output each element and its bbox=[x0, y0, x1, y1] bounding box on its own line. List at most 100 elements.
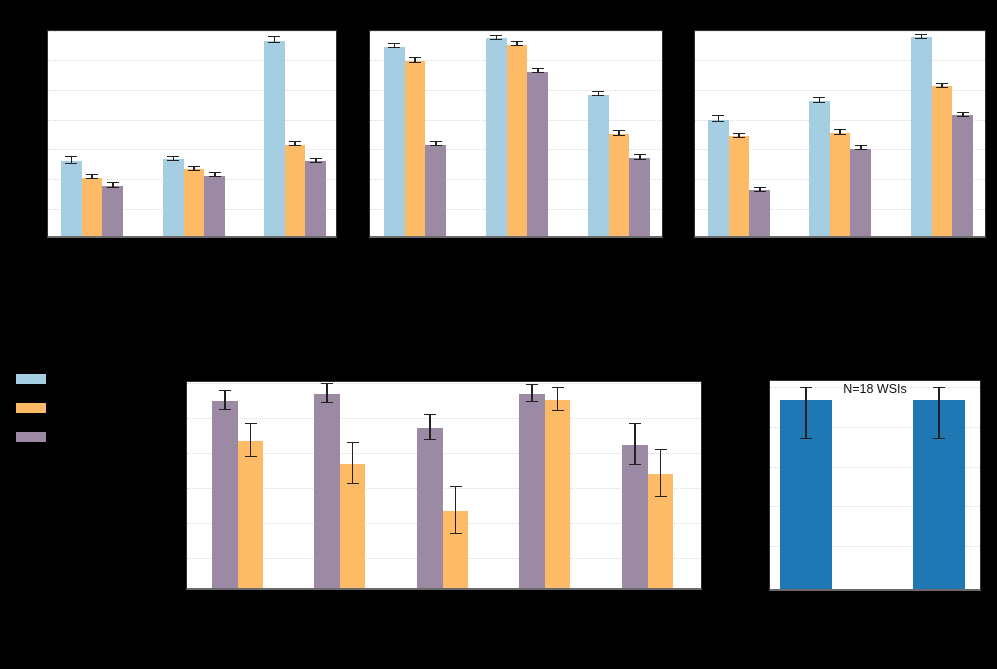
error-bar bbox=[551, 387, 564, 412]
gridline bbox=[187, 452, 701, 454]
bar-lightblue-group-3 bbox=[911, 37, 932, 236]
error-bar bbox=[834, 129, 846, 135]
error-bar bbox=[511, 41, 523, 46]
error-bar bbox=[854, 145, 867, 151]
error-bar bbox=[531, 68, 544, 74]
bar-lightblue-group-1 bbox=[384, 46, 405, 236]
gridline bbox=[770, 427, 980, 428]
error-bar bbox=[106, 182, 119, 188]
gridline bbox=[695, 119, 985, 121]
panel-annotation: N=18 WSIs bbox=[843, 382, 907, 396]
bar-purple-group-5 bbox=[622, 444, 648, 588]
gridline bbox=[695, 60, 985, 62]
legend-swatch-orange bbox=[16, 403, 46, 413]
bar-purple-group-3 bbox=[952, 115, 974, 236]
error-bar bbox=[613, 130, 625, 136]
bar-purple-group-1 bbox=[212, 400, 238, 588]
chart-panel-top-middle bbox=[369, 30, 663, 238]
error-bar bbox=[208, 172, 221, 178]
bar-orange-group-1 bbox=[728, 136, 750, 236]
legend bbox=[16, 374, 136, 454]
bar-lightblue-group-3 bbox=[264, 40, 285, 236]
error-bar bbox=[244, 422, 257, 457]
bar-orange-group-1 bbox=[404, 61, 426, 236]
gridline bbox=[48, 149, 336, 151]
chart-panel-bottom-right: N=18 WSIs bbox=[769, 380, 981, 591]
bar-orange-group-3 bbox=[284, 144, 306, 236]
gridline bbox=[48, 60, 336, 62]
gridline bbox=[770, 506, 980, 508]
error-bar bbox=[429, 140, 442, 147]
bar-purple-group-4 bbox=[519, 394, 545, 588]
error-bar bbox=[218, 389, 231, 410]
legend-swatch-purple bbox=[16, 432, 46, 442]
bar-orange-group-1 bbox=[81, 177, 103, 236]
bar-orange-group-2 bbox=[183, 169, 205, 236]
bar-purple-group-1 bbox=[102, 186, 124, 236]
gridline bbox=[770, 546, 980, 548]
error-bar bbox=[449, 485, 462, 534]
bar-purple-group-2 bbox=[850, 148, 872, 236]
error-bar bbox=[346, 441, 359, 484]
gridline bbox=[48, 30, 336, 32]
error-bar bbox=[86, 174, 99, 180]
bar-orange-group-2 bbox=[829, 133, 851, 236]
error-bar bbox=[733, 132, 746, 138]
error-bar bbox=[268, 35, 281, 44]
error-bar bbox=[320, 383, 333, 403]
bar-purple-group-2 bbox=[314, 394, 340, 588]
bar-purple-group-3 bbox=[305, 161, 327, 236]
gridline bbox=[695, 30, 985, 32]
gridline bbox=[187, 417, 701, 419]
gridline bbox=[48, 89, 336, 91]
error-bar bbox=[65, 156, 78, 165]
error-bar bbox=[289, 141, 301, 146]
bar-lightblue-group-1 bbox=[708, 119, 729, 236]
bar-purple-group-1 bbox=[749, 190, 771, 236]
error-bar bbox=[409, 57, 422, 64]
gridline bbox=[187, 487, 701, 489]
error-bar bbox=[915, 34, 928, 39]
bar-orange-group-4 bbox=[544, 400, 571, 588]
legend-swatch-lightblue bbox=[16, 374, 46, 384]
error-bar bbox=[956, 111, 969, 117]
error-bar bbox=[309, 157, 322, 163]
error-bar bbox=[188, 166, 200, 171]
bar-lightblue-group-1 bbox=[61, 161, 82, 236]
bar-orange-group-3 bbox=[608, 134, 630, 236]
bar-lightblue-group-2 bbox=[486, 38, 507, 236]
chart-panel-top-left bbox=[47, 30, 337, 238]
bar-purple-group-3 bbox=[629, 158, 651, 236]
bar-orange-group-2 bbox=[339, 463, 366, 588]
gridline bbox=[770, 467, 980, 469]
error-bar bbox=[167, 155, 180, 161]
gridline bbox=[370, 30, 662, 32]
gridline bbox=[187, 382, 701, 384]
error-bar bbox=[933, 386, 945, 439]
error-bar bbox=[592, 90, 605, 97]
error-bar bbox=[388, 43, 401, 49]
error-bar bbox=[525, 384, 538, 402]
bar-orange-group-3 bbox=[931, 86, 953, 236]
error-bar bbox=[936, 82, 948, 88]
bar-lightblue-group-3 bbox=[588, 94, 609, 236]
error-bar bbox=[423, 414, 436, 440]
bar-purple-group-2 bbox=[204, 175, 226, 236]
chart-panel-top-right bbox=[694, 30, 986, 238]
bar-lightblue-group-2 bbox=[163, 159, 184, 236]
error-bar bbox=[633, 154, 646, 160]
error-bar bbox=[490, 35, 503, 40]
gridline bbox=[695, 89, 985, 91]
error-bar bbox=[800, 386, 812, 439]
gridline bbox=[48, 119, 336, 121]
bar-orange-group-1 bbox=[237, 440, 264, 588]
chart-panel-bottom-middle bbox=[186, 381, 702, 590]
error-bar bbox=[813, 97, 826, 103]
error-bar bbox=[654, 449, 667, 498]
bar-purple-group-2 bbox=[527, 71, 549, 236]
gridline bbox=[770, 386, 980, 388]
bar-purple-group-3 bbox=[417, 427, 443, 588]
bar-lightblue-group-2 bbox=[809, 100, 830, 236]
error-bar bbox=[753, 186, 766, 192]
